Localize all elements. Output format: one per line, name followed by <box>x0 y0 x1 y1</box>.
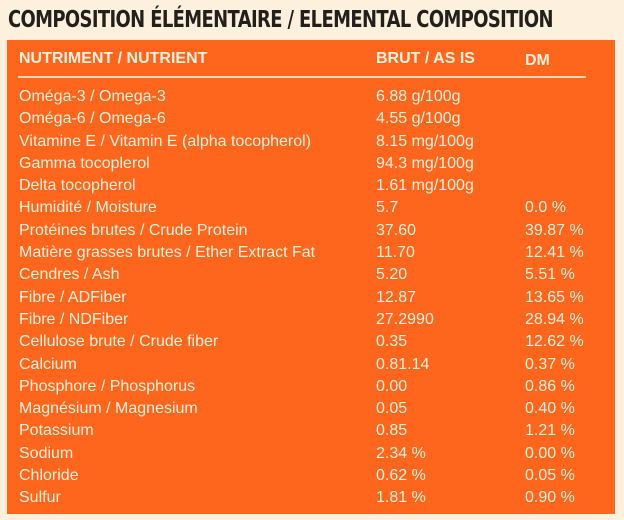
nutrient-name: Matière grasses brutes / Ether Extract F… <box>19 244 316 262</box>
as-is-value: 0.81.14 <box>376 355 430 373</box>
table-row: Humidité / Moisture 5.7 0.0 % <box>7 197 615 219</box>
nutrient-name: Cendres / Ash <box>19 266 120 284</box>
as-is-value: 0.85 <box>376 422 408 440</box>
as-is-value: 0.35 <box>376 333 408 351</box>
table-row: Fibre / NDFiber 27.2990 28.94 % <box>7 309 615 331</box>
nutrient-name: Sulfur <box>19 489 61 507</box>
page-title: COMPOSITION ÉLÉMENTAIRE / ELEMENTAL COMP… <box>8 7 553 33</box>
table-row: Potassium 0.85 1.21 % <box>7 420 615 442</box>
table-row: Delta tocopherol 1.61 mg/100g <box>7 175 615 197</box>
nutrient-name: Phosphore / Phosphorus <box>19 377 196 395</box>
composition-table: NUTRIMENT / NUTRIENT BRUT / AS IS DM Omé… <box>7 40 615 514</box>
table-row: Calcium 0.81.14 0.37 % <box>7 354 615 376</box>
dm-value: 12.41 % <box>525 244 584 262</box>
table-row: Vitamine E / Vitamin E (alpha tocopherol… <box>7 131 615 153</box>
header-dm: DM <box>525 52 550 69</box>
as-is-value: 37.60 <box>376 221 417 239</box>
nutrient-name: Magnésium / Magnesium <box>19 400 198 418</box>
nutrient-name: Calcium <box>19 355 77 373</box>
dm-value: 0.40 % <box>525 400 575 418</box>
nutrient-name: Potassium <box>19 422 94 440</box>
nutrient-name: Humidité / Moisture <box>19 199 157 217</box>
as-is-value: 0.00 <box>376 377 408 395</box>
table-row: Cellulose brute / Crude fiber 0.35 12.62… <box>7 331 615 353</box>
as-is-value: 0.62 % <box>376 467 426 485</box>
nutrient-name: Oméga-6 / Omega-6 <box>19 110 166 128</box>
table-row: Cendres / Ash 5.20 5.51 % <box>7 264 615 286</box>
as-is-value: 6.88 g/100g <box>376 88 461 105</box>
nutrient-name: Gamma tocoplerol <box>19 154 150 172</box>
table-row: Phosphore / Phosphorus 0.00 0.86 % <box>7 376 615 398</box>
nutrient-name: Fibre / NDFiber <box>19 310 129 328</box>
table-row: Protéines brutes / Crude Protein 37.60 3… <box>7 220 615 242</box>
table-row: Oméga-3 / Omega-3 6.88 g/100g <box>7 86 615 108</box>
nutrient-name: Fibre / ADFiber <box>19 288 127 306</box>
as-is-value: 94.3 mg/100g <box>376 154 474 172</box>
as-is-value: 8.15 mg/100g <box>376 132 474 150</box>
dm-value: 0.05 % <box>525 467 575 485</box>
header-divider <box>18 76 586 78</box>
nutrient-name: Chloride <box>19 467 79 485</box>
nutrient-name: Vitamine E / Vitamin E (alpha tocopherol… <box>19 132 312 150</box>
table-row: Gamma tocoplerol 94.3 mg/100g <box>7 153 615 175</box>
dm-value: 13.65 % <box>525 288 584 306</box>
table-body: Oméga-3 / Omega-3 6.88 g/100g Oméga-6 / … <box>7 86 615 510</box>
as-is-value: 27.2990 <box>376 310 434 328</box>
as-is-value: 11.70 <box>376 244 415 262</box>
dm-value: 0.0 % <box>525 199 566 217</box>
as-is-value: 0.05 <box>376 400 408 418</box>
as-is-value: 5.20 <box>376 266 408 284</box>
dm-value: 12.62 % <box>525 333 584 351</box>
table-row: Fibre / ADFiber 12.87 13.65 % <box>7 287 615 309</box>
nutrient-name: Sodium <box>19 444 74 462</box>
nutrient-name: Cellulose brute / Crude fiber <box>19 333 219 351</box>
as-is-value: 12.87 <box>376 288 417 306</box>
dm-value: 1.21 % <box>525 422 575 440</box>
dm-value: 0.90 % <box>525 489 575 507</box>
dm-value: 0.86 % <box>525 377 575 395</box>
header-nutrient: NUTRIMENT / NUTRIENT <box>19 50 208 67</box>
as-is-value: 4.55 g/100g <box>376 110 461 128</box>
table-row: Sodium 2.34 % 0.00 % <box>7 443 615 465</box>
table-row: Matière grasses brutes / Ether Extract F… <box>7 242 615 264</box>
as-is-value: 1.81 % <box>376 489 426 507</box>
dm-value: 5.51 % <box>525 266 575 284</box>
table-row: Oméga-6 / Omega-6 4.55 g/100g <box>7 108 615 130</box>
table-header: NUTRIMENT / NUTRIENT BRUT / AS IS DM <box>7 40 615 77</box>
dm-value: 0.00 % <box>525 444 575 462</box>
table-row: Sulfur 1.81 % 0.90 % <box>7 487 615 509</box>
as-is-value: 5.7 <box>376 199 399 217</box>
nutrient-name: Oméga-3 / Omega-3 <box>19 88 166 105</box>
nutrient-name: Protéines brutes / Crude Protein <box>19 221 248 239</box>
header-as-is: BRUT / AS IS <box>376 50 475 67</box>
dm-value: 0.37 % <box>525 355 575 373</box>
table-row: Magnésium / Magnesium 0.05 0.40 % <box>7 398 615 420</box>
dm-value: 28.94 % <box>525 310 584 328</box>
as-is-value: 2.34 % <box>376 444 426 462</box>
table-row: Chloride 0.62 % 0.05 % <box>7 465 615 487</box>
nutrient-name: Delta tocopherol <box>19 177 136 195</box>
dm-value: 39.87 % <box>525 221 584 239</box>
as-is-value: 1.61 mg/100g <box>376 177 474 195</box>
